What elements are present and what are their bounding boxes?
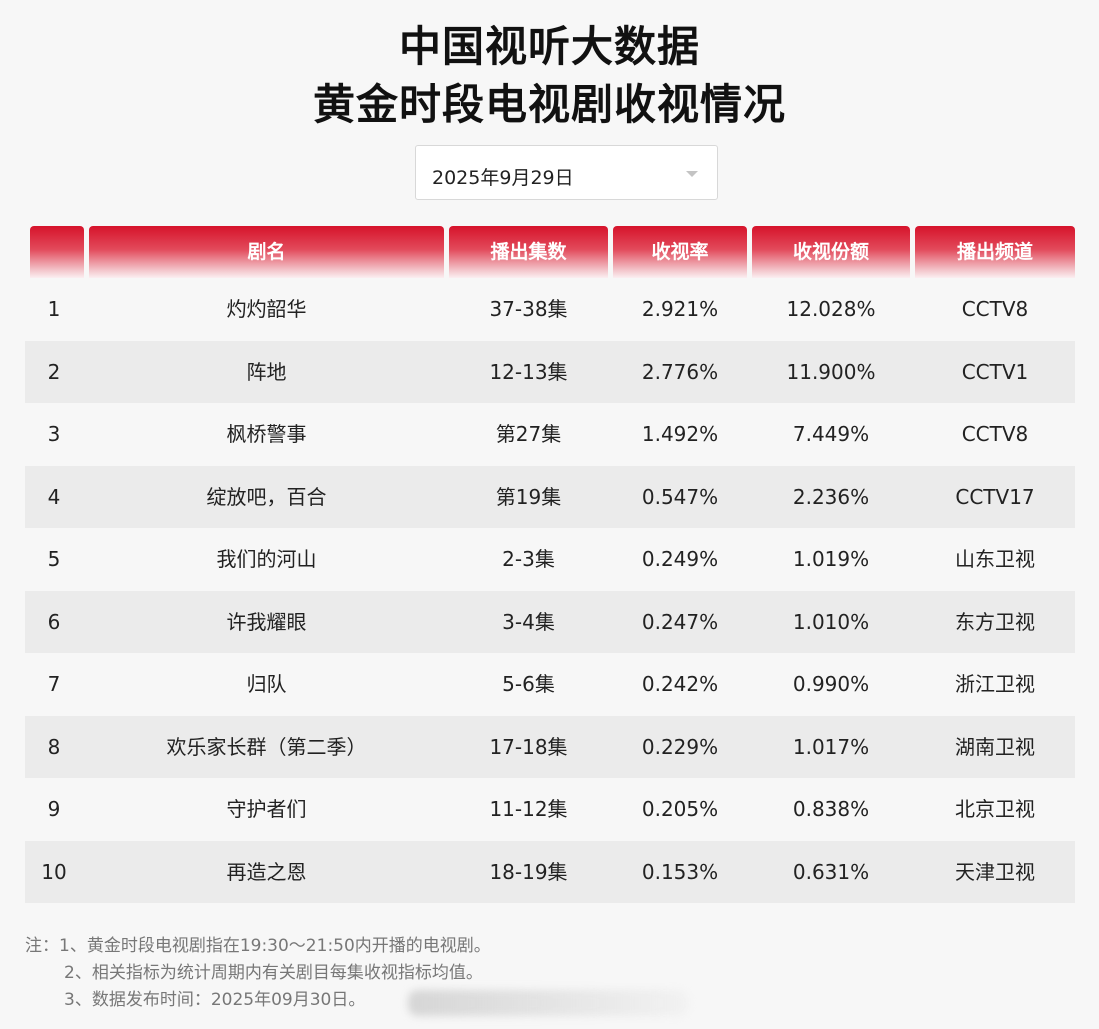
cell-rank: 1 (47, 297, 61, 321)
table-row: 3 枫桥警事 第27集 1.492% 7.449% CCTV8 (25, 403, 1075, 466)
cell-rank: 2 (47, 359, 61, 384)
cell-name: 我们的河山 (216, 547, 317, 571)
cell-rating: 0.205% (641, 797, 719, 821)
cell-channel: 湖南卫视 (955, 734, 1035, 759)
header-channel: 播出频道 (915, 226, 1075, 278)
cell-share: 11.900% (786, 359, 876, 384)
table-row: 4 绽放吧，百合 第19集 0.547% 2.236% CCTV17 (25, 465, 1075, 528)
cell-name: 欢乐家长群（第二季） (166, 734, 367, 759)
cell-share: 0.838% (792, 797, 870, 821)
cell-rank: 5 (47, 547, 61, 571)
cell-episodes: 12-13集 (489, 359, 568, 384)
cell-name: 守护者们 (226, 797, 307, 821)
cell-share: 7.449% (792, 422, 870, 446)
cell-episodes: 17-18集 (489, 734, 568, 759)
table-row: 8 欢乐家长群（第二季） 17-18集 0.229% 1.017% 湖南卫视 (25, 715, 1075, 778)
header-rating: 收视率 (613, 226, 747, 278)
page-title: 中国视听大数据 黄金时段电视剧收视情况 (0, 18, 1099, 134)
cell-rating: 1.492% (641, 422, 719, 446)
watermark (408, 990, 688, 1016)
header-episodes: 播出集数 (449, 226, 608, 278)
cell-share: 0.631% (792, 859, 870, 884)
table-row: 7 归队 5-6集 0.242% 0.990% 浙江卫视 (25, 653, 1075, 716)
cell-rank: 8 (47, 734, 61, 759)
cell-channel: 浙江卫视 (955, 672, 1035, 696)
cell-share: 1.019% (792, 547, 870, 571)
cell-episodes: 37-38集 (489, 297, 568, 321)
cell-name: 归队 (246, 672, 287, 696)
table-row: 6 许我耀眼 3-4集 0.247% 1.010% 东方卫视 (25, 590, 1075, 653)
cell-share: 0.990% (792, 672, 870, 696)
footnote-3: 3、数据发布时间：2025年09月30日。 (64, 990, 366, 1010)
table-row: 1 灼灼韶华 37-38集 2.921% 12.028% CCTV8 (25, 278, 1075, 341)
cell-rating: 0.547% (641, 484, 719, 509)
cell-episodes: 第19集 (495, 484, 562, 509)
date-select[interactable]: 2025年9月29日 (415, 145, 718, 200)
table-row: 10 再造之恩 18-19集 0.153% 0.631% 天津卫视 (25, 840, 1075, 903)
cell-share: 2.236% (792, 484, 870, 509)
cell-episodes: 18-19集 (489, 859, 568, 884)
cell-channel: 北京卫视 (955, 797, 1035, 821)
cell-rank: 3 (47, 422, 61, 446)
cell-channel: CCTV17 (955, 484, 1035, 509)
cell-channel: CCTV8 (961, 297, 1029, 321)
cell-channel: CCTV1 (961, 359, 1029, 384)
cell-name: 灼灼韶华 (226, 297, 307, 321)
ratings-table: 剧名 播出集数 收视率 收视份额 播出频道 1 灼灼韶华 37-38集 2.921% 1… (25, 226, 1075, 903)
cell-episodes: 11-12集 (489, 797, 568, 821)
cell-episodes: 5-6集 (502, 672, 555, 696)
cell-rating: 0.229% (641, 734, 719, 759)
title-line-2: 黄金时段电视剧收视情况 (312, 80, 786, 129)
cell-name: 枫桥警事 (226, 422, 307, 446)
cell-rating: 0.242% (641, 672, 719, 696)
header-rank (30, 226, 84, 278)
table-row: 5 我们的河山 2-3集 0.249% 1.019% 山东卫视 (25, 528, 1075, 591)
cell-rating: 0.247% (641, 609, 719, 634)
cell-share: 12.028% (786, 297, 876, 321)
cell-name: 绽放吧，百合 (206, 484, 327, 509)
cell-episodes: 3-4集 (502, 609, 555, 634)
cell-name: 再造之恩 (226, 859, 307, 884)
cell-name: 许我耀眼 (226, 609, 307, 634)
chevron-down-icon (686, 171, 698, 177)
header-share: 收视份额 (752, 226, 910, 278)
date-select-value: 2025年9月29日 (432, 167, 574, 189)
cell-rank: 4 (47, 484, 61, 509)
cell-rank: 9 (47, 797, 61, 821)
header-name: 剧名 (89, 226, 444, 278)
title-line-1: 中国视听大数据 (398, 22, 700, 71)
cell-episodes: 2-3集 (502, 547, 555, 571)
table-row: 9 守护者们 11-12集 0.205% 0.838% 北京卫视 (25, 778, 1075, 841)
cell-rating: 0.153% (641, 859, 719, 884)
table-row: 2 阵地 12-13集 2.776% 11.900% CCTV1 (25, 340, 1075, 403)
cell-rank: 6 (47, 609, 61, 634)
cell-share: 1.010% (792, 609, 870, 634)
cell-rating: 2.921% (641, 297, 719, 321)
footnotes: 注：1、黄金时段电视剧指在19:30～21:50内开播的电视剧。 2、相关指标为… (25, 933, 491, 1014)
cell-rating: 0.249% (641, 547, 719, 571)
cell-rank: 10 (41, 859, 67, 884)
cell-channel: 天津卫视 (955, 859, 1035, 884)
cell-rating: 2.776% (641, 359, 719, 384)
cell-share: 1.017% (792, 734, 870, 759)
cell-channel: 东方卫视 (955, 609, 1035, 634)
cell-channel: CCTV8 (961, 422, 1029, 446)
footnote-1: 注：1、黄金时段电视剧指在19:30～21:50内开播的电视剧。 (25, 936, 491, 956)
cell-rank: 7 (47, 672, 61, 696)
table-body: 1 灼灼韶华 37-38集 2.921% 12.028% CCTV8 2 阵地 12-13集 2.… (25, 278, 1075, 903)
cell-name: 阵地 (246, 359, 287, 384)
table-header: 剧名 播出集数 收视率 收视份额 播出频道 (25, 226, 1075, 278)
cell-episodes: 第27集 (495, 422, 562, 446)
cell-channel: 山东卫视 (955, 547, 1035, 571)
footnote-2: 2、相关指标为统计周期内有关剧目每集收视指标均值。 (64, 963, 483, 983)
